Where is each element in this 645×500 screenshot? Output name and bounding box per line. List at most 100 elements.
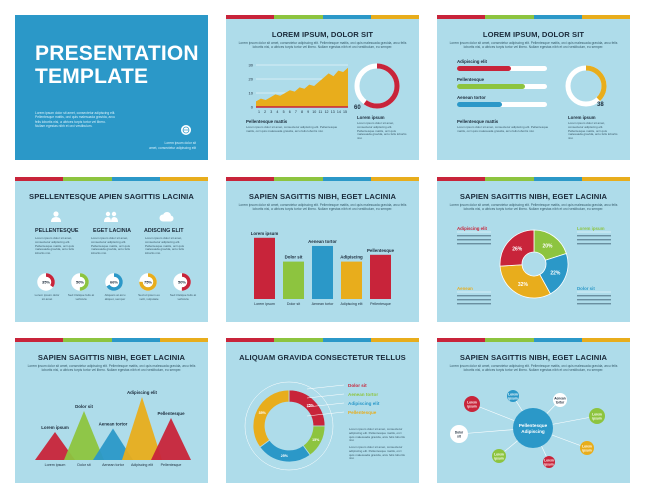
donut-label: Sed tristique felis at vehicula — [67, 293, 95, 301]
bar-label: Pellentesque — [457, 77, 485, 82]
mini-donut: 50% — [173, 273, 191, 291]
progress-fill — [457, 84, 525, 89]
x-label: Pellentesque — [370, 302, 391, 306]
slide-5-bar-chart[interactable]: SAPIEN SAGITTIS NIBH, EGET LACINIA Lorem… — [226, 177, 419, 322]
pie-slice — [499, 264, 551, 299]
x-tick-label: 13 — [331, 110, 335, 114]
slide-8-donut-chart[interactable]: ALIQUAM GRAVIDA CONSECTETUR TELLUS 25% 15… — [226, 338, 419, 483]
cloud-icon — [159, 212, 174, 222]
slide-title: LOREM IPSUM, DOLOR SIT — [271, 30, 374, 39]
progress-track — [457, 84, 547, 89]
node-label: Lorem — [582, 445, 592, 449]
mark-label: Adipiscing elit — [127, 390, 158, 395]
donut-segment — [259, 439, 311, 463]
callout-label: Aenean tortor — [348, 392, 378, 397]
user-icon — [51, 211, 61, 222]
color-bar — [437, 15, 630, 19]
slide-title: ALIQUAM GRAVIDA CONSECTETUR TELLUS — [239, 353, 406, 362]
progress-ring — [565, 65, 607, 107]
donut-fill — [37, 273, 55, 291]
node-label: Lorem — [494, 453, 504, 457]
column-text-2: Lorem ipsum dolor sit amet, consectetur … — [91, 236, 131, 256]
segment-value: 35% — [259, 411, 267, 415]
color-bar — [437, 177, 630, 181]
mark-label: Dolor sit — [75, 404, 93, 409]
branch-node — [464, 396, 480, 412]
bar-label: Adipiscing — [340, 255, 363, 260]
x-label: Adipiscing elit — [131, 463, 153, 467]
triangle-mark — [64, 411, 104, 460]
donut-fill — [173, 273, 191, 291]
node-label: ipsum — [467, 405, 477, 409]
text-line — [577, 235, 611, 237]
y-tick-label: 0 — [251, 105, 254, 110]
slide-4-columns[interactable]: SPELLENTESQUE APIEN SAGITTIS LACINIA PEL… — [15, 177, 208, 322]
slide-2-area-chart[interactable]: LOREM IPSUM, DOLOR SIT Lorem ipsum dolor… — [226, 15, 419, 160]
donut-fill — [105, 273, 123, 291]
text-line — [457, 295, 491, 297]
desc-text: Lorem ipsum dolor sit amet, consectetur … — [457, 125, 549, 133]
group-icon — [104, 211, 118, 222]
intro-text: Lorem ipsum dolor sit amet, consectetur … — [35, 111, 116, 128]
slide-subtitle: Lorem ipsum dolor sit amet, consectetur … — [449, 41, 618, 50]
donut-segment — [288, 389, 326, 427]
text-line — [457, 235, 491, 237]
callout-label: Adipiscing elit — [348, 401, 380, 406]
y-tick-label: 20 — [249, 77, 254, 82]
x-label: Dolor sit — [77, 463, 90, 467]
x-label: Adipiscing elit — [341, 302, 363, 306]
triangle-chart: Lorem ipsum Lorem ipsum Dolor sit Dolor sit… — [35, 390, 191, 467]
x-tick-label: 11 — [319, 110, 323, 114]
bar-label: Lorem ipsum — [251, 231, 279, 236]
text-line — [577, 239, 611, 241]
legend-label: Dolor sit — [577, 286, 595, 291]
slide-subtitle: Lorem ipsum dolor sit amet, consectetur … — [449, 203, 618, 212]
donut-value: 50% — [76, 280, 84, 285]
branch-node — [580, 441, 594, 455]
column-text-1: Lorem ipsum dolor sit amet, consectetur … — [35, 236, 75, 256]
color-bar — [437, 338, 630, 342]
text-line — [457, 239, 491, 241]
progress-fill — [457, 66, 511, 71]
slide-1-title[interactable]: PRESENTATION TEMPLATE Lorem ipsum dolor … — [15, 15, 208, 160]
slide-title: SAPIEN SAGITTIS NIBH, EGET LACINIA — [459, 192, 608, 201]
ring-fill — [354, 63, 400, 109]
mind-map: PellentesqueAdipiscingLoremipsumLoremips… — [450, 390, 605, 468]
donut-value: 75% — [144, 280, 152, 285]
center-node — [513, 408, 553, 448]
mark-label: Lorem ipsum — [41, 425, 69, 430]
donut-value: 66% — [110, 280, 118, 285]
column-title-2: EGET LACINIA — [93, 228, 132, 234]
donut-fill — [71, 273, 89, 291]
center-label: Adipiscing — [521, 429, 545, 434]
triangle-mark — [35, 432, 75, 460]
node-label: Dolor — [455, 431, 464, 435]
branch-node — [450, 425, 468, 443]
slide-subtitle: Lorem ipsum dolor sit amet, consectetur … — [449, 364, 618, 373]
slide-7-triangle-chart[interactable]: SAPIEN SAGITTIS NIBH, EGET LACINIA Lorem… — [15, 338, 208, 483]
segment-value: 15% — [312, 438, 320, 442]
column-text-3: Lorem ipsum dolor sit amet, consectetur … — [145, 236, 185, 256]
slide-3-progress-bars[interactable]: LOREM IPSUM, DOLOR SIT Lorem ipsum dolor… — [437, 15, 630, 160]
legend-label: Lorem ipsum — [577, 226, 605, 231]
slide-6-pie-chart[interactable]: SAPIEN SAGITTIS NIBH, EGET LACINIA Lorem… — [437, 177, 630, 322]
x-tick-label: 1 — [258, 110, 260, 114]
x-tick-label: 3 — [270, 110, 272, 114]
slide-title: SAPIEN SAGITTIS NIBH, EGET LACINIA — [248, 192, 397, 201]
slide-9-mind-map[interactable]: SAPIEN SAGITTIS NIBH, EGET LACINIA Lorem… — [437, 338, 630, 483]
x-tick-label: 7 — [295, 110, 297, 114]
bar-chart: Lorem ipsum Lorem ipsum Dolor sit Dolor sit… — [251, 231, 395, 306]
mini-donut: 75% — [139, 273, 157, 291]
node-label: ipsum — [494, 457, 504, 461]
node-label: ipsum — [544, 463, 554, 467]
label-pellentesque: Pellentesque mattis — [246, 119, 288, 124]
slide-title: LOREM IPSUM, DOLOR SIT — [482, 30, 585, 39]
text-line — [577, 295, 611, 297]
mark-label: Pellentesque — [157, 411, 185, 416]
callout-label: Dolor sit — [348, 383, 367, 388]
mini-donut: 35% — [37, 273, 55, 291]
desc-text: Lorem ipsum dolor sit amet, consectetur … — [246, 125, 338, 133]
node-label: Aenean — [554, 397, 566, 401]
x-label: Aenean tortor — [102, 463, 125, 467]
